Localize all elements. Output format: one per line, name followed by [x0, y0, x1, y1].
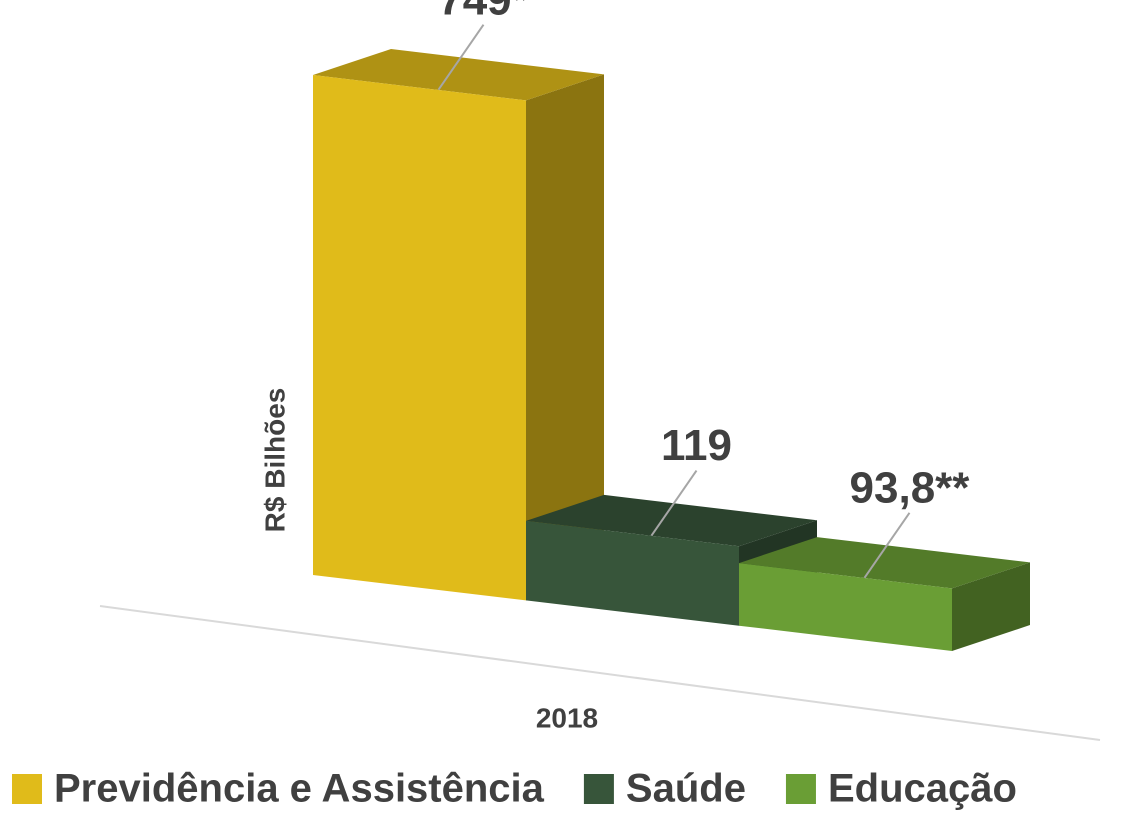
bar-side [952, 562, 1030, 652]
floor-line [99, 605, 1101, 741]
data-label: 749* [438, 0, 529, 24]
bar-front [739, 563, 952, 652]
legend-label: Previdência e Assistência [54, 767, 545, 811]
legend-label: Saúde [626, 767, 746, 811]
legend-swatch [583, 774, 614, 804]
bar-top [739, 537, 1030, 589]
x-tick-label: 2018 [536, 702, 598, 733]
leader-line [650, 470, 698, 537]
bar-front [526, 520, 739, 626]
legend-swatch [12, 774, 42, 804]
data-label: 93,8** [850, 463, 971, 512]
bar-side [526, 74, 604, 601]
leader-line [863, 512, 911, 579]
data-label: 119 [661, 421, 732, 470]
leader-line [437, 24, 485, 91]
legend-swatch [785, 774, 816, 804]
bar-top [526, 494, 817, 547]
y-axis-label: R$ Bilhões [259, 388, 290, 533]
legend-label: Educação [828, 767, 1017, 811]
bar-top [313, 49, 604, 101]
bar-front [313, 75, 526, 601]
